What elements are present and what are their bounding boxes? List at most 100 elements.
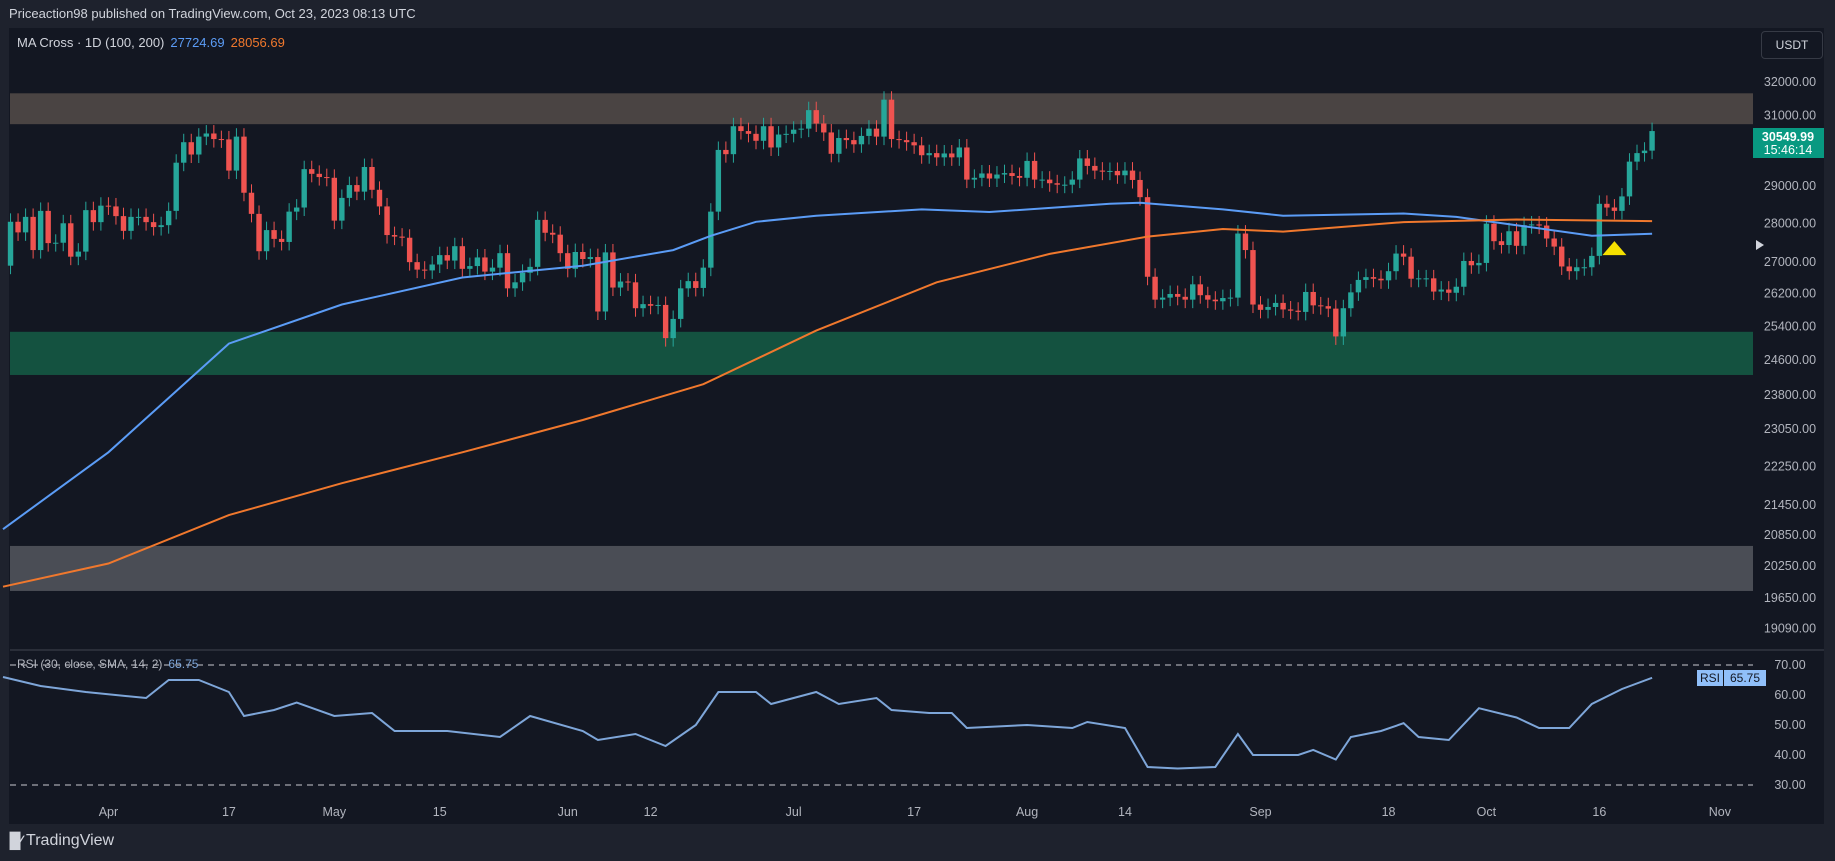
candle-body bbox=[1062, 184, 1068, 186]
price-tick-label: 20250.00 bbox=[1764, 559, 1816, 573]
candle-body bbox=[1528, 224, 1535, 226]
candle-body bbox=[1370, 277, 1377, 279]
time-tick-label: 18 bbox=[1382, 805, 1396, 819]
candle-body bbox=[1649, 131, 1655, 151]
candle-body bbox=[30, 216, 36, 251]
candle-body bbox=[248, 192, 255, 214]
candle-body bbox=[1634, 153, 1640, 162]
candle-body bbox=[354, 185, 360, 192]
time-tick-label: Aug bbox=[1016, 805, 1038, 819]
price-tick-label: 20850.00 bbox=[1764, 528, 1816, 542]
candle-body bbox=[1107, 170, 1113, 172]
candle-body bbox=[949, 153, 955, 158]
candle-body bbox=[1574, 267, 1580, 272]
candle-body bbox=[324, 177, 330, 179]
candle-body bbox=[911, 142, 917, 146]
candle-body bbox=[941, 153, 947, 158]
rsi-tick-label: 50.00 bbox=[1774, 718, 1805, 732]
candle-body bbox=[369, 166, 375, 190]
candle-body bbox=[821, 123, 827, 133]
candle-body bbox=[1129, 170, 1136, 180]
candle-body bbox=[1272, 302, 1279, 307]
candle-body bbox=[1363, 277, 1369, 280]
price-tick-label: 24600.00 bbox=[1764, 353, 1816, 367]
candle-body bbox=[181, 142, 187, 163]
candle-body bbox=[263, 230, 270, 252]
ma100-value: 27724.69 bbox=[170, 35, 225, 50]
candle-body bbox=[700, 267, 706, 288]
candle-body bbox=[896, 139, 902, 141]
zone-lower bbox=[10, 545, 1753, 591]
candle-body bbox=[858, 135, 865, 145]
time-tick-label: Jun bbox=[558, 805, 578, 819]
candle-body bbox=[1310, 291, 1316, 306]
candle-body bbox=[708, 211, 714, 268]
candle-body bbox=[1506, 231, 1512, 246]
candle-body bbox=[1446, 289, 1452, 293]
brand-name: TradingView bbox=[26, 832, 115, 849]
ma100-line bbox=[2, 201, 1653, 531]
time-tick-label: Jul bbox=[786, 805, 802, 819]
candle-body bbox=[1250, 250, 1256, 305]
candle-body bbox=[534, 219, 541, 267]
candle-body bbox=[768, 126, 774, 148]
candle-body bbox=[1551, 238, 1557, 247]
candle-body bbox=[45, 210, 51, 244]
candle-body bbox=[836, 138, 842, 154]
candle-body bbox=[128, 216, 134, 231]
candle-body bbox=[482, 257, 488, 272]
chart-panel[interactable] bbox=[9, 28, 1824, 824]
candle-body bbox=[934, 153, 940, 158]
indicator-title: MA Cross · 1D (100, 200) bbox=[17, 35, 165, 50]
candle-body bbox=[226, 139, 232, 171]
candle-body bbox=[1227, 297, 1234, 299]
footer-brand[interactable]: ▉∕ TradingView bbox=[10, 832, 114, 850]
candle-body bbox=[467, 266, 473, 269]
candle-body bbox=[361, 166, 368, 192]
candle-body bbox=[203, 133, 210, 137]
candle-body bbox=[218, 139, 225, 141]
indicator-legend[interactable]: MA Cross · 1D (100, 200) 27724.69 28056.69 bbox=[17, 35, 285, 50]
rsi-legend[interactable]: RSI (30, close, SMA, 14, 2) 65.75 bbox=[17, 657, 198, 671]
candle-body bbox=[1340, 308, 1347, 337]
candle-body bbox=[557, 234, 563, 254]
candle-body bbox=[647, 304, 654, 306]
candle-body bbox=[565, 253, 571, 269]
last-price-tag bbox=[1753, 128, 1824, 158]
candle-body bbox=[580, 252, 586, 260]
candle-body bbox=[640, 304, 646, 309]
rsi-tag bbox=[1697, 670, 1723, 686]
candle-body bbox=[1536, 224, 1542, 226]
candle-body bbox=[1016, 175, 1023, 178]
candle-body bbox=[881, 99, 887, 137]
price-tick-label: 31000.00 bbox=[1764, 109, 1816, 123]
candle-body bbox=[655, 304, 661, 306]
currency-button[interactable]: USDT bbox=[1761, 31, 1823, 59]
candle-body bbox=[1295, 310, 1301, 312]
candle-body bbox=[241, 136, 247, 193]
candle-body bbox=[1611, 207, 1618, 211]
zone-support bbox=[10, 331, 1753, 375]
time-tick-label: 16 bbox=[1592, 805, 1606, 819]
candle-body bbox=[331, 177, 338, 221]
candle-body bbox=[1280, 302, 1286, 310]
candle-body bbox=[1220, 298, 1226, 302]
price-tick-label: 29000.00 bbox=[1764, 179, 1816, 193]
candle-body bbox=[1431, 278, 1437, 292]
candle-body bbox=[873, 128, 880, 137]
candle-body bbox=[414, 262, 420, 270]
price-tick-label: 32000.00 bbox=[1764, 75, 1816, 89]
candle-body bbox=[474, 257, 481, 267]
candle-body bbox=[715, 149, 722, 212]
candle-body bbox=[1084, 158, 1091, 166]
candle-body bbox=[587, 257, 594, 260]
candle-body bbox=[1031, 160, 1038, 180]
candle-body bbox=[926, 153, 932, 156]
candle-body bbox=[678, 288, 684, 319]
time-tick-label: Sep bbox=[1249, 805, 1271, 819]
scroll-right-arrow-icon[interactable] bbox=[1756, 240, 1764, 250]
candle-body bbox=[406, 237, 413, 263]
rsi-legend-value: 65.75 bbox=[168, 657, 199, 671]
candle-body bbox=[1114, 170, 1121, 176]
